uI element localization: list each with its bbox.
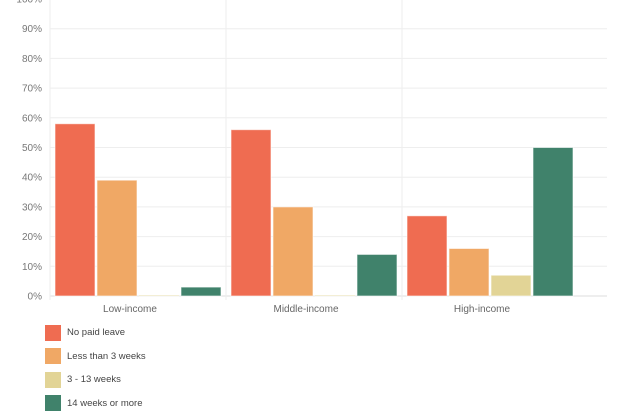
y-tick-label: 80% [22, 54, 42, 65]
y-tick-label: 10% [22, 262, 42, 273]
y-tick-label: 0% [28, 292, 43, 303]
bar-3-13-weeks [491, 275, 531, 296]
y-tick-label: 30% [22, 202, 42, 213]
y-tick-label: 100% [16, 0, 42, 6]
bar-no-paid-leave [231, 130, 271, 296]
legend-label: 14 weeks or more [67, 398, 143, 409]
legend-label: No paid leave [67, 327, 125, 338]
bar-no-paid-leave [55, 124, 95, 296]
bar-less-than-3-weeks [449, 248, 489, 296]
y-tick-label: 60% [22, 113, 42, 124]
legend-item[interactable]: No paid leave [45, 321, 146, 345]
bar-less-than-3-weeks [97, 180, 137, 296]
legend-swatch [45, 395, 61, 411]
bar-3-13-weeks [139, 295, 179, 296]
legend: No paid leave Less than 3 weeks 3 - 13 wee… [45, 321, 146, 415]
y-tick-label: 40% [22, 173, 42, 184]
x-tick-label: High-income [454, 304, 511, 315]
y-tick-label: 50% [22, 143, 42, 154]
x-tick-label: Low-income [103, 304, 157, 315]
y-tick-label: 70% [22, 84, 42, 95]
bar-14-weeks-or-more [181, 287, 221, 296]
legend-item[interactable]: Less than 3 weeks [45, 345, 146, 369]
bar-less-than-3-weeks [273, 207, 313, 296]
y-tick-label: 20% [22, 232, 42, 243]
x-tick-label: Middle-income [273, 304, 338, 315]
legend-label: Less than 3 weeks [67, 351, 146, 362]
bar-no-paid-leave [407, 216, 447, 296]
bar-3-13-weeks [315, 295, 355, 296]
legend-label: 3 - 13 weeks [67, 374, 121, 385]
y-tick-label: 90% [22, 24, 42, 35]
bar-14-weeks-or-more [533, 148, 573, 297]
legend-swatch [45, 348, 61, 364]
legend-swatch [45, 325, 61, 341]
bar-14-weeks-or-more [357, 254, 397, 296]
legend-item[interactable]: 3 - 13 weeks [45, 368, 146, 392]
legend-swatch [45, 372, 61, 388]
legend-item[interactable]: 14 weeks or more [45, 392, 146, 415]
